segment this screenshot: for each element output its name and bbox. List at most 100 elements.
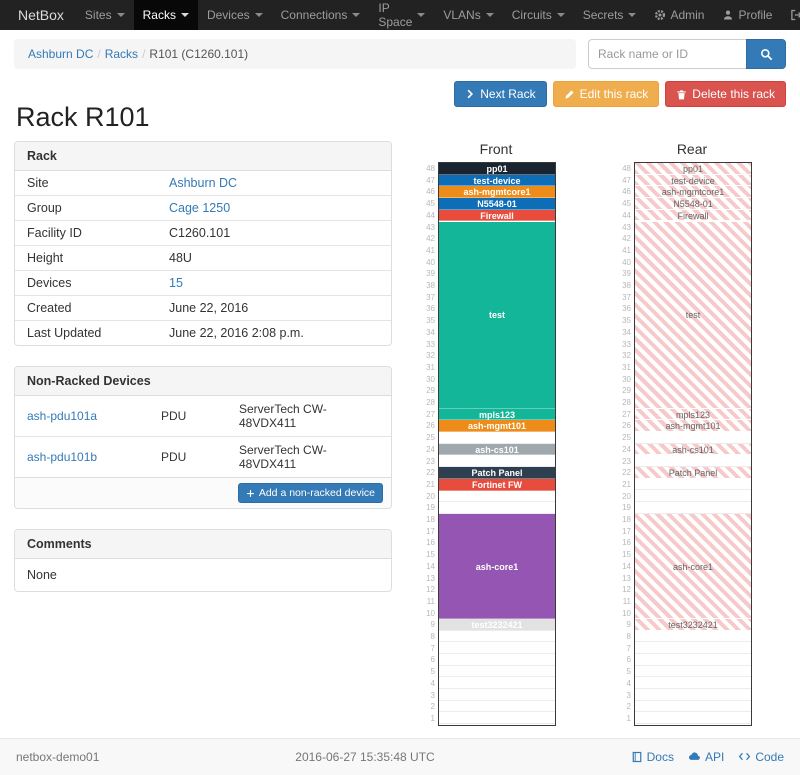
unit-number: 2 [626,702,631,712]
footer-links: Docs API Code [631,750,784,764]
rack-slot-u25 [635,432,751,444]
device-ash-mgmt101-front[interactable]: ash-mgmt101 [439,420,555,433]
device-test-device-rear[interactable]: test-device [635,174,751,187]
device-ash-mgmtcore1-front[interactable]: ash-mgmtcore1 [439,186,555,199]
unit-number: 41 [622,245,631,255]
chevron-down-icon [556,13,565,17]
breadcrumb-item[interactable]: Ashburn DC [28,47,94,61]
unit-number: 7 [430,643,435,653]
device-link-ash-pdu101b[interactable]: ash-pdu101b [27,450,98,464]
top-navbar: NetBox Sites Racks Devices Connections IP Sp… [0,0,800,30]
nav-item-vlans[interactable]: VLANs [434,0,502,30]
unit-number: 24 [622,444,631,454]
unit-number: 9 [626,620,631,630]
footer-link-label: API [704,749,725,764]
device-firewall-rear[interactable]: Firewall [635,209,751,222]
device-test-front[interactable]: test [439,221,555,409]
device-test-device-front[interactable]: test-device [439,174,555,187]
nav-item-ip-space[interactable]: IP Space [369,0,434,30]
nav-item-log-out[interactable]: Log out [781,0,800,30]
nav-item-connections[interactable]: Connections [272,0,370,30]
left-column: Rack Site Ashburn DC Group Cage 1250 Facilit… [14,141,392,612]
device-n5548-01-rear[interactable]: N5548-01 [635,198,751,210]
main-content: Rack Site Ashburn DC Group Cage 1250 Facilit… [0,133,800,726]
nav-item-racks[interactable]: Racks [133,0,198,30]
rack-info-value-cell: June 22, 2016 [157,295,391,321]
device-mpls123-front[interactable]: mpls123 [439,408,555,421]
nav-item-profile[interactable]: Profile [713,0,781,30]
unit-number: 20 [622,491,631,501]
device-n5548-01-front[interactable]: N5548-01 [439,198,555,210]
unit-number: 29 [426,386,435,396]
rack-slot-u1 [635,712,751,724]
device-pp01-rear[interactable]: pp01 [635,163,751,175]
device-patch-panel-front[interactable]: Patch Panel [439,467,555,479]
device-ash-core1-front[interactable]: ash-core1 [439,514,555,620]
footer-link-code[interactable]: Code [738,750,784,764]
nav-item-label: Devices [206,8,250,22]
chevron-down-icon [254,13,263,17]
unit-number: 39 [426,269,435,279]
unit-number: 1 [626,713,631,723]
chevron-right-icon [465,89,475,99]
unit-number: 34 [622,327,631,337]
rack-info-label: Height [15,245,157,271]
gear-icon [654,9,666,21]
device-ash-cs101-rear[interactable]: ash-cs101 [635,443,751,456]
rack-slot-u5 [439,666,555,678]
device-firewall-front[interactable]: Firewall [439,209,555,222]
unit-number: 37 [426,292,435,302]
unit-number: 30 [622,374,631,384]
app-brand[interactable]: NetBox [18,7,64,23]
nav-item-secrets[interactable]: Secrets [574,0,646,30]
footer-link-docs[interactable]: Docs [631,750,674,764]
device-link-ash-pdu101a[interactable]: ash-pdu101a [27,409,98,423]
rack-info-value-group[interactable]: Cage 1250 [169,201,231,215]
device-ash-core1-rear[interactable]: ash-core1 [635,514,751,620]
search-button[interactable] [746,39,786,69]
nav-item-devices[interactable]: Devices [198,0,272,30]
add-non-racked-device-button[interactable]: Add a non-racked device [237,483,383,503]
unit-number: 7 [626,643,631,653]
unit-number: 45 [426,199,435,209]
non-racked-panel-title: Non-Racked Devices [15,367,391,396]
rack-info-value-facility-id: C1260.101 [169,226,231,240]
unit-number: 39 [622,269,631,279]
rack-info-value-site[interactable]: Ashburn DC [169,176,238,190]
search-input[interactable] [588,39,746,69]
device-model-cell: ServerTech CW-48VDX411 [239,402,327,430]
rack-info-panel-title: Rack [15,142,391,171]
edit-this-rack-button[interactable]: Edit this rack [552,81,660,107]
device-ash-cs101-front[interactable]: ash-cs101 [439,443,555,456]
rack-info-value-devices[interactable]: 15 [169,276,183,290]
device-ash-mgmtcore1-rear[interactable]: ash-mgmtcore1 [635,186,751,199]
nav-item-circuits[interactable]: Circuits [503,0,574,30]
device-ash-mgmt101-rear[interactable]: ash-mgmt101 [635,420,751,433]
next-rack-button[interactable]: Next Rack [454,81,547,107]
unit-number: 3 [626,690,631,700]
rear-elevation-title: Rear [676,141,708,157]
unit-number: 40 [622,257,631,267]
device-patch-panel-rear[interactable]: Patch Panel [635,467,751,479]
device-mpls123-rear[interactable]: mpls123 [635,408,751,421]
rack-slot-u4 [439,677,555,689]
rack-info-value-height: 48U [169,251,192,265]
device-pp01-front[interactable]: pp01 [439,163,555,175]
device-fortinet-fw-front[interactable]: Fortinet FW [439,478,555,491]
nav-item-sites[interactable]: Sites [76,0,134,30]
breadcrumb-item[interactable]: Racks [104,47,139,61]
unit-number: 19 [426,503,435,513]
unit-number: 29 [622,386,631,396]
device-test-rear[interactable]: test [635,221,751,409]
code-icon [738,750,751,763]
rack-slot-u8 [635,631,751,643]
device-test3232421-rear[interactable]: test3232421 [635,619,751,631]
unit-number: 22 [426,468,435,478]
nav-item-admin[interactable]: Admin [645,0,713,30]
delete-this-rack-button[interactable]: Delete this rack [665,81,786,107]
footer-link-api[interactable]: API [688,750,724,764]
user-menu: Admin Profile Log out [645,0,800,30]
rack-elevation-front: 48 47 46 45 44 43 42 41 40 39 38 37 36 35 34 33 32 31 30 29… [426,162,556,726]
device-test3232421-front[interactable]: test3232421 [439,619,555,631]
breadcrumb-item: R101 (C1260.101) [149,47,249,61]
